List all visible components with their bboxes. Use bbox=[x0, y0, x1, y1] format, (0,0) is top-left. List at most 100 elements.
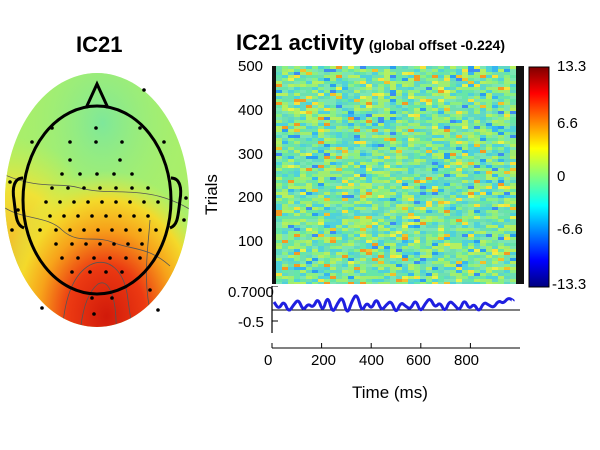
erp-image-cell bbox=[402, 159, 408, 162]
erp-image-cell bbox=[474, 168, 480, 171]
erp-image-cell bbox=[444, 207, 450, 210]
erp-image-cell bbox=[474, 282, 480, 284]
erp-image-cell bbox=[504, 72, 510, 75]
erp-image-cell bbox=[288, 246, 294, 249]
erp-image-cell bbox=[378, 228, 384, 231]
erp-image-cell bbox=[288, 234, 294, 237]
erp-image-cell bbox=[276, 258, 282, 261]
erp-image-cell bbox=[510, 246, 516, 249]
erp-image-cell bbox=[486, 243, 492, 246]
erp-image-cell bbox=[450, 180, 456, 183]
erp-image-cell bbox=[330, 153, 336, 156]
erp-image-cell bbox=[390, 174, 396, 177]
erp-image-cell bbox=[498, 270, 504, 273]
erp-image-cell bbox=[276, 237, 282, 240]
erp-image-cell bbox=[450, 246, 456, 249]
erp-image-cell bbox=[402, 87, 408, 90]
erp-image-cell bbox=[384, 282, 390, 284]
erp-image-cell bbox=[366, 162, 372, 165]
erp-image-cell bbox=[462, 93, 468, 96]
erp-image-cell bbox=[312, 66, 318, 69]
erp-image-cell bbox=[312, 264, 318, 267]
erp-image-cell bbox=[414, 204, 420, 207]
erp-image-cell bbox=[378, 198, 384, 201]
erp-image-cell bbox=[396, 183, 402, 186]
erp-image-cell bbox=[498, 66, 504, 69]
erp-image-cell bbox=[276, 189, 282, 192]
erp-image-cell bbox=[396, 138, 402, 141]
erp-image-cell bbox=[402, 240, 408, 243]
erp-image-cell bbox=[420, 135, 426, 138]
erp-image-cell bbox=[378, 111, 384, 114]
erp-image-cell bbox=[324, 156, 330, 159]
erp-image-cell bbox=[390, 276, 396, 279]
erp-image-cell bbox=[456, 189, 462, 192]
erp-image-cell bbox=[348, 198, 354, 201]
electrode-dot bbox=[98, 242, 102, 246]
erp-image-cell bbox=[498, 192, 504, 195]
erp-image-cell bbox=[390, 213, 396, 216]
erp-image-cell bbox=[300, 69, 306, 72]
erp-image-cell bbox=[450, 90, 456, 93]
erp-image-cell bbox=[510, 180, 516, 183]
erp-image-cell bbox=[390, 138, 396, 141]
erp-image-cell bbox=[360, 201, 366, 204]
erp-image-cell bbox=[336, 69, 342, 72]
erp-image-cell bbox=[468, 195, 474, 198]
erp-image-cell bbox=[468, 237, 474, 240]
erp-image-cell bbox=[444, 171, 450, 174]
erp-image-cell bbox=[432, 282, 438, 284]
erp-image-cell bbox=[402, 186, 408, 189]
erp-image-cell bbox=[396, 147, 402, 150]
erp-image-cell bbox=[456, 267, 462, 270]
erp-image-cell bbox=[420, 207, 426, 210]
erp-image-cell bbox=[408, 96, 414, 99]
erp-image-cell bbox=[390, 147, 396, 150]
erp-image-cell bbox=[438, 216, 444, 219]
erp-image-cell bbox=[276, 168, 282, 171]
erp-image-cell bbox=[432, 69, 438, 72]
erp-image-cell bbox=[378, 102, 384, 105]
erp-image-cell bbox=[462, 75, 468, 78]
electrode-dot bbox=[82, 186, 86, 190]
erp-image-cell bbox=[480, 117, 486, 120]
erp-image-cell bbox=[510, 267, 516, 270]
erp-image-cell bbox=[486, 246, 492, 249]
erp-image-cell bbox=[318, 147, 324, 150]
erp-image-cell bbox=[462, 222, 468, 225]
erp-image-cell bbox=[480, 255, 486, 258]
erp-image-cell bbox=[510, 114, 516, 117]
erp-image-cell bbox=[306, 156, 312, 159]
erp-image-cell bbox=[468, 117, 474, 120]
erp-image-cell bbox=[360, 123, 366, 126]
erp-image-cell bbox=[294, 225, 300, 228]
erp-image-cell bbox=[480, 150, 486, 153]
erp-image-cell bbox=[318, 93, 324, 96]
erp-image-cell bbox=[414, 231, 420, 234]
erp-image-cell bbox=[450, 78, 456, 81]
erp-image-cell bbox=[378, 153, 384, 156]
erp-image-cell bbox=[294, 96, 300, 99]
erp-image-cell bbox=[510, 147, 516, 150]
erp-image-cell bbox=[432, 96, 438, 99]
erp-image-cell bbox=[468, 99, 474, 102]
erp-image-cell bbox=[504, 213, 510, 216]
erp-image-cell bbox=[312, 204, 318, 207]
erp-image-cell bbox=[408, 72, 414, 75]
erp-image-cell bbox=[312, 228, 318, 231]
erp-image-cell bbox=[318, 129, 324, 132]
erp-image-cell bbox=[468, 120, 474, 123]
erp-image-cell bbox=[510, 102, 516, 105]
erp-image-cell bbox=[444, 204, 450, 207]
erp-image-cell bbox=[372, 117, 378, 120]
erp-image-cell bbox=[288, 108, 294, 111]
erp-image-cell bbox=[354, 90, 360, 93]
erp-image-cell bbox=[282, 111, 288, 114]
erp-image-cell bbox=[462, 267, 468, 270]
erp-image-cell bbox=[498, 156, 504, 159]
erp-image-cell bbox=[300, 105, 306, 108]
erp-image-cell bbox=[438, 147, 444, 150]
erp-image-cell bbox=[510, 153, 516, 156]
erp-image-cell bbox=[444, 219, 450, 222]
erp-image-cell bbox=[504, 189, 510, 192]
